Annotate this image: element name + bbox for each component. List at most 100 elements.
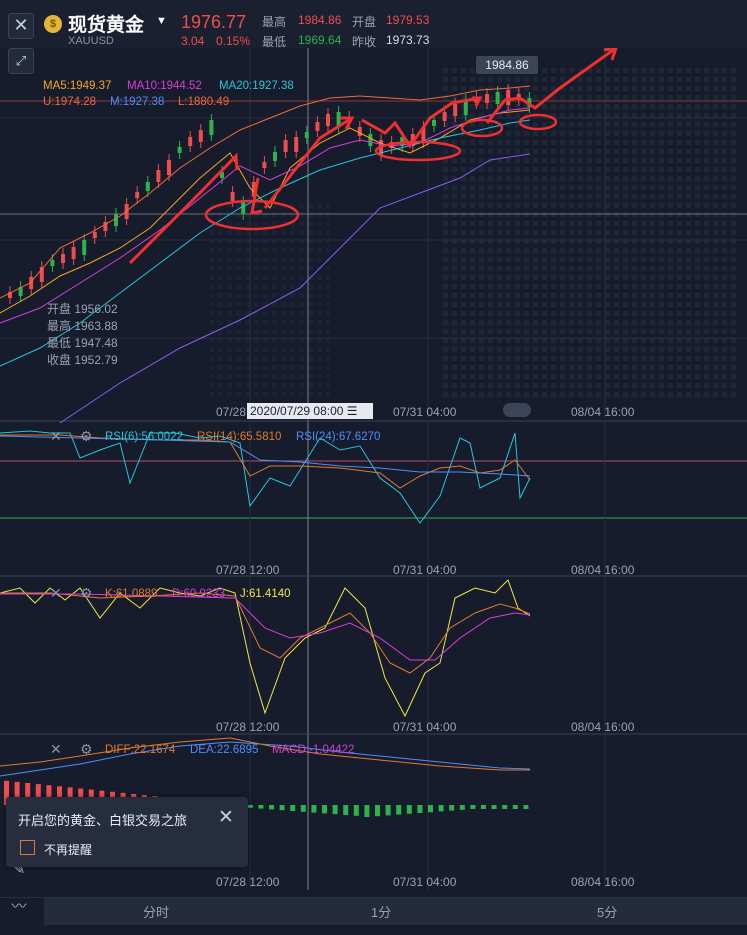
crosshair-time-text: 2020/07/29 08:00 — [250, 404, 344, 418]
candle-body — [506, 90, 511, 105]
macd-bar — [258, 805, 264, 809]
rsi24-line — [0, 435, 531, 477]
candle-body — [294, 137, 299, 152]
close-panel-icon[interactable]: ✕ — [50, 428, 62, 444]
macd-bar — [332, 805, 338, 815]
promo-popup: 开启您的黄金、白银交易之旅 ✕ 不再提醒 — [6, 797, 248, 867]
time-label: 07/28 12:00 — [216, 720, 280, 734]
candle-body — [442, 112, 447, 121]
macd-bar — [4, 780, 9, 805]
macd-bar — [375, 805, 380, 817]
period-tabs: 分时 1分 5分 — [44, 898, 747, 925]
kdj-j-line — [0, 579, 531, 718]
dont-remind-checkbox[interactable] — [20, 840, 35, 855]
candle-body — [114, 214, 118, 226]
time-label: 07/31 04:00 — [393, 875, 457, 889]
candle-body — [156, 170, 161, 182]
macd-dea-label: DEA:22.6895 — [190, 744, 259, 756]
chevron-down-icon[interactable]: ▼ — [156, 15, 167, 27]
candle-body — [273, 152, 277, 161]
candle-body — [92, 232, 97, 238]
time-label: 07/31 04:00 — [393, 405, 457, 419]
high-marker: 1984.86 — [476, 56, 538, 74]
settings-icon[interactable]: ⚙ — [80, 741, 93, 757]
close-panel-icon[interactable]: ✕ — [50, 585, 62, 601]
tab-5min[interactable]: 5分 — [597, 905, 618, 920]
candle-body — [485, 94, 489, 103]
tab-1min[interactable]: 1分 — [371, 905, 392, 920]
macd-bar — [364, 805, 370, 817]
ohlc-high: 最高 1963.88 — [47, 319, 118, 333]
candle-body — [167, 160, 171, 175]
macd-bar — [269, 805, 274, 810]
ma5-label: MA5:1949.37 — [43, 80, 112, 92]
prev-close-label: 昨收 — [352, 35, 377, 49]
ohlc-open: 开盘 1956.02 — [47, 302, 118, 316]
candle-body — [82, 240, 87, 255]
time-label: 08/04 16:00 — [571, 563, 635, 577]
macd-bar — [78, 788, 84, 805]
candle-body — [251, 182, 256, 197]
candle-body — [39, 267, 44, 282]
macd-bar — [311, 805, 317, 813]
indicator-icon[interactable]: 〰 — [11, 898, 27, 915]
tab-timeshare[interactable]: 分时 — [143, 905, 170, 920]
close-icon[interactable]: ✕ — [8, 13, 34, 39]
dont-remind-label[interactable]: 不再提醒 — [44, 843, 93, 857]
open-value: 1979.53 — [386, 13, 430, 27]
kdj-k-line — [0, 592, 531, 674]
high-label: 最高 — [262, 15, 287, 29]
macd-bar — [35, 784, 41, 805]
candle-body — [188, 137, 193, 146]
macd-diff-label: DIFF:22.1674 — [105, 744, 176, 756]
boll-lower-line — [59, 153, 531, 424]
close-panel-icon[interactable]: ✕ — [50, 741, 62, 757]
macd-bar — [343, 805, 349, 815]
last-price: 1976.77 — [181, 12, 247, 32]
scroll-handle[interactable] — [503, 403, 531, 417]
candle-body — [421, 127, 426, 142]
kdj-k-label: K:61.0889 — [105, 588, 158, 600]
open-label: 开盘 — [352, 15, 377, 29]
rsi6-label: RSI(6):56.0022 — [105, 431, 183, 443]
macd-bar — [67, 787, 73, 805]
macd-bar — [481, 805, 486, 809]
macd-bar — [417, 805, 423, 813]
annotation-arrows — [128, 48, 618, 265]
candle-body — [336, 112, 341, 127]
candle-body — [304, 132, 309, 138]
candle-body — [463, 100, 468, 115]
ma10-line — [0, 107, 531, 324]
macd-bar — [57, 786, 62, 805]
candle-body — [368, 134, 373, 146]
candle-body — [103, 222, 108, 231]
candle-body — [71, 247, 76, 259]
time-label: 07/28 12:00 — [216, 563, 280, 577]
candle-body — [453, 104, 458, 116]
chart-canvas[interactable] — [0, 48, 747, 898]
settings-icon[interactable]: ⚙ — [80, 428, 93, 444]
macd-bar — [449, 805, 455, 811]
boll-mid-label: M:1927.38 — [110, 96, 165, 108]
settings-icon[interactable]: ⚙ — [80, 585, 93, 601]
candle-body — [230, 192, 235, 201]
time-label: 07/31 04:00 — [393, 563, 457, 577]
candle-body — [495, 92, 500, 104]
expand-icon[interactable]: ⤢ — [8, 48, 34, 74]
macd-bar — [406, 805, 412, 814]
macd-bar — [428, 805, 433, 813]
macd-bar — [46, 785, 52, 805]
close-icon[interactable]: ✕ — [218, 807, 234, 828]
price-change: 3.04 — [181, 34, 205, 48]
menu-icon[interactable]: ☰ — [346, 404, 358, 418]
candle-body — [145, 182, 150, 191]
popup-message: 开启您的黄金、白银交易之旅 — [18, 813, 188, 828]
candle-body — [29, 277, 34, 289]
rsi14-label: RSI(14):65.5810 — [197, 431, 282, 443]
candle-body — [209, 120, 214, 135]
instrument-title[interactable]: 现货黄金 — [68, 15, 145, 36]
macd-bar — [300, 805, 306, 812]
quote-header: ✕ $ 现货黄金 ▼ XAUUSD 1976.77 3.04 0.15% 最高 … — [0, 0, 747, 49]
macd-value-label: MACD:-1.04422 — [272, 744, 355, 756]
prev-close-value: 1973.73 — [386, 33, 430, 47]
